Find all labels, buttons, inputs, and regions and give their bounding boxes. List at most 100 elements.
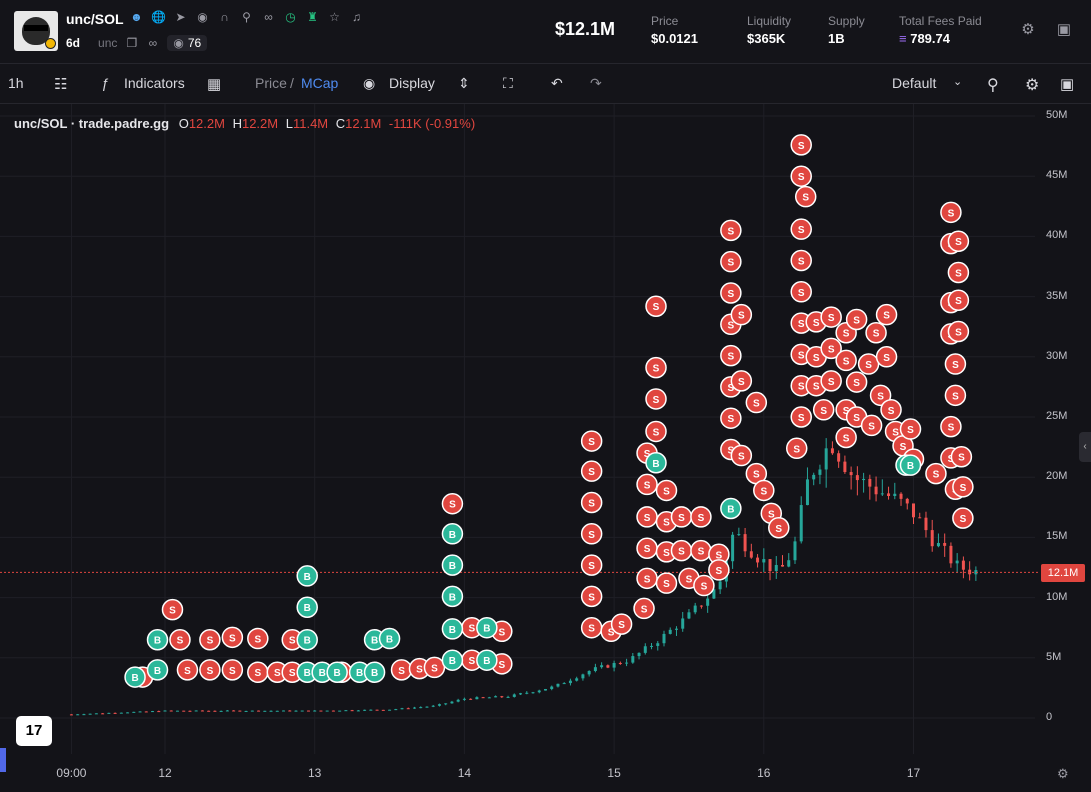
sell-marker[interactable]: S <box>753 479 775 502</box>
buy-marker[interactable]: B <box>476 616 498 639</box>
sell-marker[interactable]: S <box>655 572 678 594</box>
sell-marker[interactable]: S <box>790 281 812 303</box>
sell-marker[interactable]: S <box>580 491 603 514</box>
sell-marker[interactable]: S <box>580 616 603 639</box>
sell-marker[interactable]: S <box>720 407 742 429</box>
sell-marker[interactable]: S <box>580 554 603 576</box>
sell-marker[interactable]: S <box>845 371 868 393</box>
sell-marker[interactable]: S <box>423 656 446 679</box>
ghost-icon[interactable]: ♜ <box>307 10 318 24</box>
buy-marker[interactable]: B <box>296 565 318 587</box>
sell-marker[interactable]: S <box>247 661 269 683</box>
sell-marker[interactable]: S <box>865 321 887 344</box>
buy-marker[interactable]: B <box>899 454 922 476</box>
indicators-icon[interactable]: ƒ <box>101 75 109 91</box>
buy-marker[interactable]: B <box>146 628 169 651</box>
sell-marker[interactable]: S <box>730 444 753 467</box>
sell-marker[interactable]: S <box>947 289 970 311</box>
token-avatar[interactable] <box>14 11 58 51</box>
undo-icon[interactable]: ↶ <box>551 75 563 91</box>
telegram-icon[interactable]: ➤ <box>175 10 186 24</box>
globe-icon[interactable]: 🌐 <box>151 10 166 24</box>
sell-marker[interactable]: S <box>790 249 812 272</box>
layout-select[interactable]: Default <box>892 75 937 91</box>
buy-marker[interactable]: B <box>296 596 318 618</box>
sell-marker[interactable]: S <box>645 388 667 410</box>
sell-marker[interactable]: S <box>820 370 842 392</box>
sell-marker[interactable]: S <box>790 218 812 240</box>
chevron-down-icon[interactable]: ⌄ <box>953 76 963 88</box>
sell-marker[interactable]: S <box>441 492 464 515</box>
panel-toggle-icon[interactable]: ▣ <box>1056 21 1072 38</box>
sell-marker[interactable]: S <box>845 308 868 331</box>
tradingview-logo[interactable]: 17 <box>16 716 52 746</box>
candle-type-icon[interactable]: ☷ <box>54 76 68 93</box>
sell-marker[interactable]: S <box>636 567 658 590</box>
buy-marker[interactable]: B <box>378 627 401 650</box>
buy-marker[interactable]: B <box>441 649 464 671</box>
sell-marker[interactable]: S <box>636 537 658 559</box>
chart-settings-icon[interactable]: ⚙ <box>1025 77 1040 94</box>
sell-marker[interactable]: S <box>947 320 970 343</box>
interval-button[interactable]: 1h <box>8 75 24 91</box>
sell-marker[interactable]: S <box>790 134 812 156</box>
sell-marker[interactable]: S <box>899 418 922 440</box>
buy-marker[interactable]: B <box>326 661 348 683</box>
sell-marker[interactable]: S <box>857 353 880 375</box>
sell-marker[interactable]: S <box>947 230 970 252</box>
sell-marker[interactable]: S <box>720 250 742 273</box>
chart-search-icon[interactable]: ⚲ <box>987 77 999 94</box>
sell-marker[interactable]: S <box>944 384 967 407</box>
sell-marker[interactable]: S <box>690 506 712 528</box>
buy-marker[interactable]: B <box>720 497 742 520</box>
gate-icon[interactable]: ∩ <box>220 10 229 24</box>
collapse-panel-handle[interactable]: ‹ <box>1079 432 1091 462</box>
buy-marker[interactable]: B <box>441 585 464 608</box>
sell-marker[interactable]: S <box>221 659 244 681</box>
sell-marker[interactable]: S <box>940 415 962 438</box>
sell-marker[interactable]: S <box>768 517 790 539</box>
sell-marker[interactable]: S <box>199 659 221 681</box>
sell-marker[interactable]: S <box>633 597 655 620</box>
sell-marker[interactable]: S <box>580 460 603 482</box>
sell-marker[interactable]: S <box>820 306 842 328</box>
buy-marker[interactable]: B <box>296 628 318 651</box>
sell-marker[interactable]: S <box>790 406 812 428</box>
layout-grid-icon[interactable]: ▦ <box>207 76 222 93</box>
sell-marker[interactable]: S <box>794 185 817 208</box>
sell-marker[interactable]: S <box>820 337 842 360</box>
sell-marker[interactable]: S <box>880 399 902 421</box>
sell-marker[interactable]: S <box>645 356 667 379</box>
sell-marker[interactable]: S <box>812 399 835 421</box>
buy-marker[interactable]: B <box>363 661 386 683</box>
search-icon[interactable]: ⚲ <box>242 10 251 24</box>
sell-marker[interactable]: S <box>835 426 857 449</box>
sell-marker[interactable]: S <box>645 295 667 317</box>
sell-marker[interactable]: S <box>390 659 413 681</box>
sell-marker[interactable]: S <box>690 539 712 562</box>
sell-marker[interactable]: S <box>745 391 768 414</box>
sell-marker[interactable]: S <box>161 598 184 621</box>
sell-marker[interactable]: S <box>169 628 191 651</box>
sell-marker[interactable]: S <box>610 613 633 635</box>
buy-marker[interactable]: B <box>645 452 667 474</box>
sell-marker[interactable]: S <box>944 353 967 375</box>
sell-marker[interactable]: S <box>580 585 603 608</box>
sell-marker[interactable]: S <box>720 219 742 242</box>
sell-marker[interactable]: S <box>875 346 898 368</box>
sell-marker[interactable]: S <box>860 414 883 437</box>
settings-icon[interactable]: ⚙ <box>1021 21 1035 38</box>
clock-icon[interactable]: ◷ <box>285 10 296 24</box>
sell-marker[interactable]: S <box>636 506 658 528</box>
sell-marker[interactable]: S <box>580 523 603 545</box>
sell-marker[interactable]: S <box>730 370 753 392</box>
buy-marker[interactable]: B <box>124 666 146 688</box>
sell-marker[interactable]: S <box>785 437 808 460</box>
sell-marker[interactable]: S <box>835 349 857 372</box>
eye-display-icon[interactable]: ◉ <box>363 75 376 91</box>
indicators-button[interactable]: Indicators <box>124 75 185 91</box>
sell-marker[interactable]: S <box>645 420 667 443</box>
sell-marker[interactable]: S <box>693 574 715 597</box>
redo-icon[interactable]: ↷ <box>590 75 602 91</box>
sell-marker[interactable]: S <box>790 165 812 187</box>
